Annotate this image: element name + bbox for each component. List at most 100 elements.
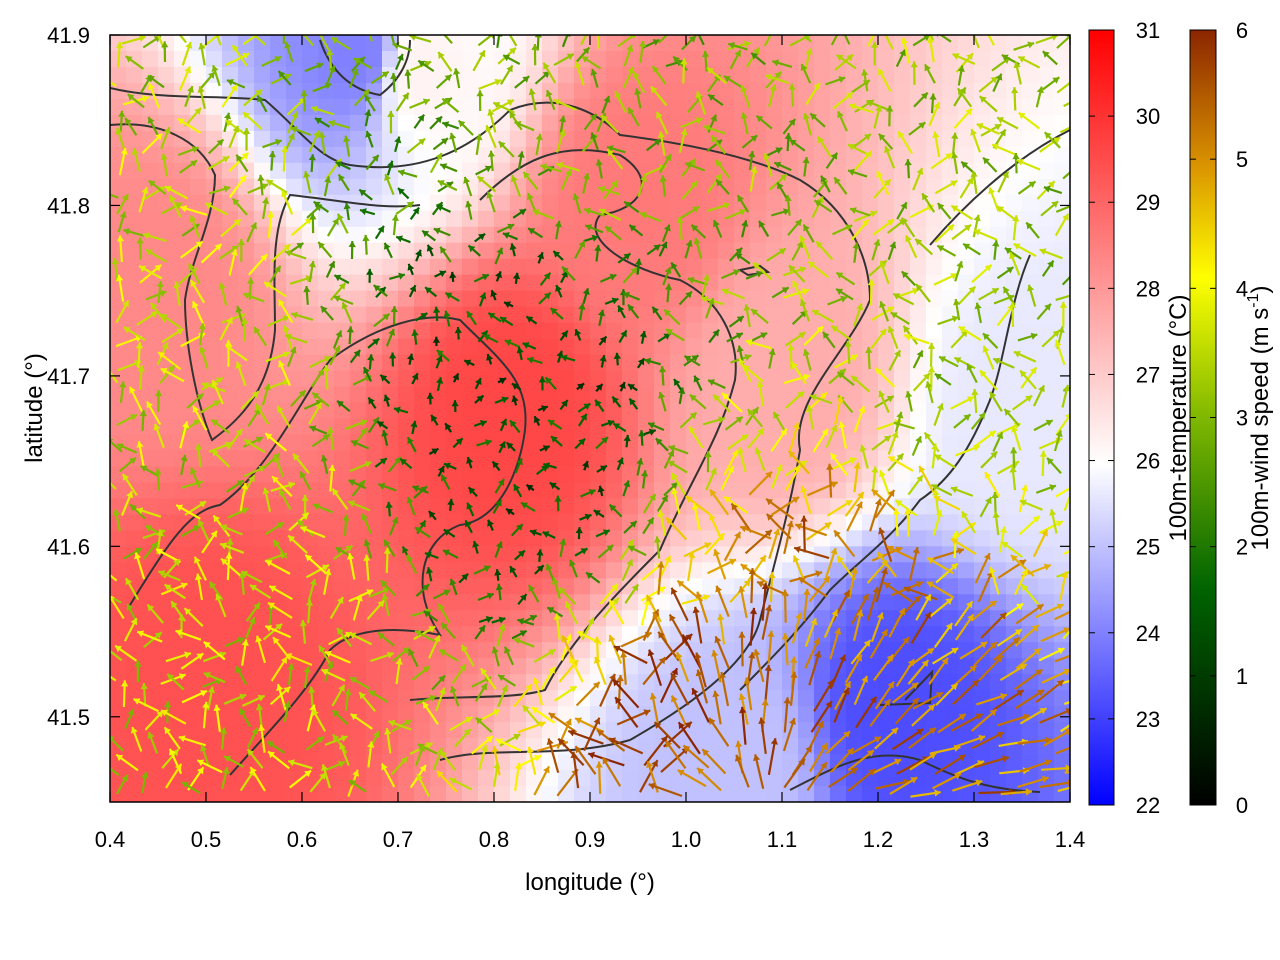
heatmap-cell <box>206 610 223 627</box>
heatmap-cell <box>318 546 335 563</box>
heatmap-cell <box>510 226 527 244</box>
heatmap-cell <box>286 562 303 579</box>
heatmap-cell <box>766 546 783 563</box>
heatmap-cell <box>686 754 703 771</box>
heatmap-cell <box>382 706 399 723</box>
heatmap-cell <box>478 306 495 324</box>
heatmap-cell <box>302 482 319 499</box>
heatmap-cell <box>990 546 1007 563</box>
heatmap-cell <box>382 370 399 388</box>
heatmap-cell <box>382 226 399 244</box>
heatmap-cell <box>350 610 367 627</box>
wind-arrow-head <box>875 24 881 31</box>
heatmap-cell <box>702 306 719 324</box>
heatmap-cell <box>766 210 783 228</box>
wind-arrow-head <box>153 26 160 33</box>
heatmap-cell <box>542 418 559 436</box>
heatmap-cell <box>110 466 127 484</box>
heatmap-cell <box>798 146 815 164</box>
heatmap-cell <box>222 706 239 723</box>
heatmap-cell <box>558 498 575 515</box>
heatmap-cell <box>718 338 735 356</box>
heatmap-cell <box>462 114 479 132</box>
heatmap-cell <box>446 274 463 292</box>
heatmap-cell <box>958 210 975 228</box>
heatmap-cell <box>862 370 879 388</box>
heatmap-cell <box>398 610 415 627</box>
heatmap-cell <box>334 98 351 116</box>
heatmap-cell <box>798 338 815 356</box>
heatmap-cell <box>318 482 335 499</box>
heatmap-cell <box>542 786 559 802</box>
heatmap-cell <box>558 82 575 100</box>
heatmap-cell <box>238 66 255 84</box>
heatmap-cell <box>158 258 175 276</box>
heatmap-cell <box>894 274 911 292</box>
heatmap-cell <box>366 514 383 531</box>
heatmap-cell <box>286 722 303 739</box>
heatmap-cell <box>398 130 415 148</box>
heatmap-cell <box>910 450 927 468</box>
heatmap-cell <box>254 514 271 531</box>
heatmap-cell <box>318 386 335 404</box>
heatmap-cell <box>942 418 959 436</box>
heatmap-cell <box>798 210 815 228</box>
heatmap-cell <box>318 338 335 356</box>
heatmap-cell <box>814 274 831 292</box>
heatmap-cell <box>542 450 559 468</box>
heatmap-cell <box>494 258 511 276</box>
heatmap-cell <box>846 258 863 276</box>
heatmap-cell <box>110 322 127 340</box>
heatmap-cell <box>190 674 207 691</box>
heatmap-cell <box>782 178 799 196</box>
heatmap-cell <box>254 450 271 468</box>
heatmap-cell <box>526 450 543 468</box>
heatmap-cell <box>174 402 191 420</box>
heatmap-cell <box>270 162 287 180</box>
heatmap-cell <box>446 546 463 563</box>
heatmap-cell <box>558 786 575 802</box>
heatmap-cell <box>654 66 671 84</box>
wind-arrow-head <box>924 18 931 25</box>
heatmap-cell <box>494 114 511 132</box>
heatmap-cell <box>606 786 623 802</box>
heatmap-cell <box>622 130 639 148</box>
heatmap-cell <box>782 114 799 132</box>
heatmap-cell <box>702 338 719 356</box>
heatmap-cell <box>1022 178 1039 196</box>
heatmap-cell <box>766 98 783 116</box>
heatmap-cell <box>686 706 703 723</box>
heatmap-cell <box>942 210 959 228</box>
heatmap-cell <box>574 338 591 356</box>
heatmap-cell <box>606 274 623 292</box>
heatmap-cell <box>286 514 303 531</box>
heatmap-cell <box>798 706 815 723</box>
heatmap-cell <box>318 594 335 611</box>
heatmap-cell <box>638 226 655 244</box>
wind-arrow-head <box>211 22 218 29</box>
heatmap-cell <box>302 546 319 563</box>
heatmap-cell <box>798 786 815 802</box>
heatmap-cell <box>750 35 767 52</box>
heatmap-cell <box>830 514 847 531</box>
heatmap-cell <box>606 35 623 52</box>
heatmap-cell <box>398 690 415 707</box>
heatmap-cell <box>1054 98 1070 116</box>
heatmap-cell <box>542 130 559 148</box>
heatmap-cell <box>126 514 143 531</box>
heatmap-cell <box>318 402 335 420</box>
heatmap-cell <box>958 370 975 388</box>
heatmap-cell <box>398 82 415 100</box>
heatmap-cell <box>414 290 431 308</box>
heatmap-cell <box>334 418 351 436</box>
heatmap-cell <box>334 466 351 484</box>
heatmap-cell <box>814 354 831 372</box>
heatmap-cell <box>1054 546 1070 563</box>
heatmap-cell <box>558 210 575 228</box>
heatmap-cell <box>158 434 175 452</box>
heatmap-cell <box>926 418 943 436</box>
wind-arrow-head <box>94 72 101 78</box>
heatmap-cell <box>238 50 255 68</box>
heatmap-cell <box>142 786 159 802</box>
heatmap-cell <box>958 434 975 452</box>
